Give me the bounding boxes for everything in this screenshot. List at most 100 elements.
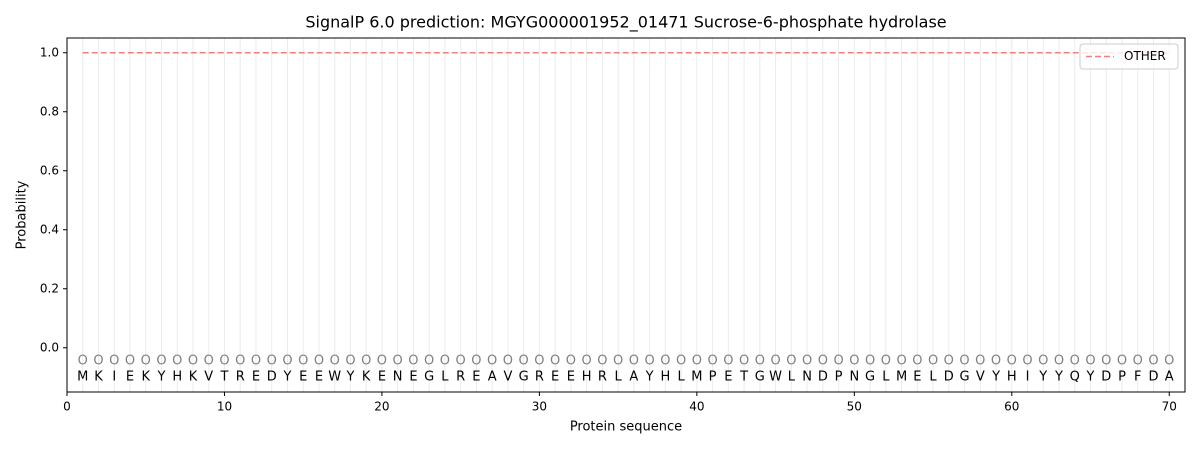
residue-label: I bbox=[1026, 370, 1030, 385]
legend-label: OTHER bbox=[1124, 49, 1166, 63]
residue-label: D bbox=[944, 370, 954, 385]
residue-label: H bbox=[172, 370, 182, 385]
residue-label: H bbox=[582, 370, 592, 385]
residue-label: L bbox=[882, 370, 890, 385]
residue-label: Y bbox=[991, 370, 1000, 385]
state-label: O bbox=[723, 354, 733, 369]
residue-label: I bbox=[112, 370, 116, 385]
residue-label: P bbox=[835, 370, 843, 385]
residue-label: R bbox=[236, 370, 245, 385]
residue-label: L bbox=[441, 370, 449, 385]
state-label: O bbox=[991, 354, 1001, 369]
y-tick-label: 0.8 bbox=[40, 104, 59, 118]
y-tick-label: 0.2 bbox=[40, 281, 59, 295]
state-label: O bbox=[1164, 354, 1174, 369]
state-label: O bbox=[282, 354, 292, 369]
state-label: O bbox=[802, 354, 812, 369]
state-label: O bbox=[156, 354, 166, 369]
state-label: O bbox=[1038, 354, 1048, 369]
state-label: O bbox=[408, 354, 418, 369]
state-label: O bbox=[393, 354, 403, 369]
residue-label: F bbox=[1134, 370, 1141, 385]
state-label: O bbox=[141, 354, 151, 369]
state-label: O bbox=[692, 354, 702, 369]
residue-label: E bbox=[472, 370, 480, 385]
state-label: O bbox=[345, 354, 355, 369]
y-tick-label: 0.0 bbox=[40, 340, 59, 354]
residue-label: Y bbox=[1054, 370, 1063, 385]
state-label: O bbox=[865, 354, 875, 369]
residue-label: N bbox=[849, 370, 859, 385]
state-label: O bbox=[361, 354, 371, 369]
state-label: O bbox=[896, 354, 906, 369]
state-label: O bbox=[660, 354, 670, 369]
state-label: O bbox=[944, 354, 954, 369]
residue-label: Y bbox=[282, 370, 291, 385]
residue-label: V bbox=[204, 370, 213, 385]
residue-label: R bbox=[456, 370, 465, 385]
residue-label: V bbox=[976, 370, 985, 385]
x-tick-label: 50 bbox=[847, 400, 862, 414]
residue-label: D bbox=[1148, 370, 1158, 385]
state-label: O bbox=[1054, 354, 1064, 369]
residue-label: H bbox=[660, 370, 670, 385]
residue-label: M bbox=[896, 370, 907, 385]
residue-label: E bbox=[409, 370, 417, 385]
residue-label: G bbox=[865, 370, 875, 385]
x-tick-label: 40 bbox=[689, 400, 704, 414]
state-label: O bbox=[109, 354, 119, 369]
residue-label: K bbox=[141, 370, 150, 385]
state-label: O bbox=[912, 354, 922, 369]
y-axis-label: Probability bbox=[15, 180, 30, 249]
state-label: O bbox=[1007, 354, 1017, 369]
residue-label: A bbox=[1165, 370, 1174, 385]
y-tick-label: 0.6 bbox=[40, 163, 59, 177]
residue-label: H bbox=[1007, 370, 1017, 385]
state-label: O bbox=[125, 354, 135, 369]
state-label: O bbox=[519, 354, 529, 369]
state-label: O bbox=[597, 354, 607, 369]
state-label: O bbox=[1101, 354, 1111, 369]
state-label: O bbox=[1133, 354, 1143, 369]
residue-label: E bbox=[551, 370, 559, 385]
residue-label: A bbox=[629, 370, 638, 385]
residue-label: L bbox=[615, 370, 623, 385]
residue-label: E bbox=[378, 370, 386, 385]
state-label: O bbox=[881, 354, 891, 369]
residue-label: G bbox=[960, 370, 970, 385]
x-tick-label: 20 bbox=[374, 400, 389, 414]
residue-label: D bbox=[818, 370, 828, 385]
state-label: O bbox=[78, 354, 88, 369]
residue-label: E bbox=[913, 370, 921, 385]
residue-label: A bbox=[488, 370, 497, 385]
residue-label: P bbox=[709, 370, 717, 385]
residue-label: K bbox=[94, 370, 103, 385]
state-label: O bbox=[298, 354, 308, 369]
residue-label: K bbox=[189, 370, 198, 385]
residue-label: N bbox=[393, 370, 403, 385]
state-label: O bbox=[739, 354, 749, 369]
state-label: O bbox=[235, 354, 245, 369]
state-label: O bbox=[975, 354, 985, 369]
residue-label: W bbox=[769, 370, 782, 385]
residue-label: L bbox=[788, 370, 796, 385]
residue-label: M bbox=[691, 370, 702, 385]
y-tick-label: 1.0 bbox=[40, 45, 59, 59]
state-label: O bbox=[582, 354, 592, 369]
state-label: O bbox=[645, 354, 655, 369]
state-label: O bbox=[1148, 354, 1158, 369]
state-label: O bbox=[707, 354, 717, 369]
state-label: O bbox=[770, 354, 780, 369]
x-tick-label: 70 bbox=[1162, 400, 1177, 414]
state-label: O bbox=[550, 354, 560, 369]
state-label: O bbox=[629, 354, 639, 369]
state-label: O bbox=[251, 354, 261, 369]
state-label: O bbox=[849, 354, 859, 369]
residue-label: E bbox=[315, 370, 323, 385]
x-tick-label: 60 bbox=[1004, 400, 1019, 414]
residue-label: T bbox=[739, 370, 748, 385]
residue-label: P bbox=[1118, 370, 1126, 385]
residue-label: R bbox=[535, 370, 544, 385]
legend-box bbox=[1079, 43, 1179, 70]
